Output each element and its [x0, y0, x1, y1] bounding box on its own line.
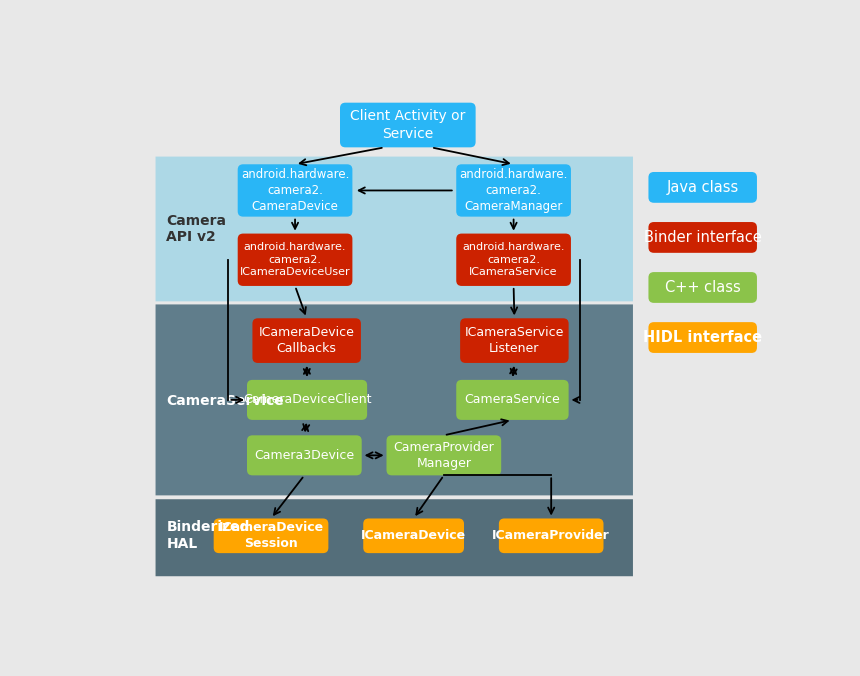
Text: ICameraProvider: ICameraProvider — [492, 529, 610, 542]
FancyBboxPatch shape — [156, 500, 633, 576]
FancyBboxPatch shape — [253, 318, 361, 363]
Text: HIDL interface: HIDL interface — [643, 330, 762, 345]
FancyBboxPatch shape — [460, 318, 568, 363]
FancyBboxPatch shape — [648, 222, 757, 253]
FancyBboxPatch shape — [156, 157, 633, 301]
FancyBboxPatch shape — [156, 304, 633, 496]
Text: android.hardware.
camera2.
ICameraDeviceUser: android.hardware. camera2. ICameraDevice… — [240, 243, 350, 277]
Text: android.hardware.
camera2.
CameraDevice: android.hardware. camera2. CameraDevice — [241, 168, 349, 213]
FancyBboxPatch shape — [457, 234, 571, 286]
FancyBboxPatch shape — [247, 380, 367, 420]
Text: Client Activity or
Service: Client Activity or Service — [350, 110, 465, 141]
Text: Camera
API v2: Camera API v2 — [166, 214, 226, 244]
FancyBboxPatch shape — [237, 164, 353, 216]
Text: Camera3Device: Camera3Device — [255, 449, 354, 462]
FancyBboxPatch shape — [213, 518, 329, 553]
Text: Java class: Java class — [666, 180, 739, 195]
Text: CameraProvider
Manager: CameraProvider Manager — [394, 441, 494, 470]
FancyBboxPatch shape — [386, 435, 501, 475]
FancyBboxPatch shape — [499, 518, 604, 553]
Text: android.hardware.
camera2.
ICameraService: android.hardware. camera2. ICameraServic… — [463, 243, 565, 277]
FancyBboxPatch shape — [457, 380, 568, 420]
Text: ICameraService
Listener: ICameraService Listener — [464, 326, 564, 355]
Text: CameraDeviceClient: CameraDeviceClient — [243, 393, 372, 406]
FancyBboxPatch shape — [247, 435, 362, 475]
FancyBboxPatch shape — [363, 518, 464, 553]
Text: ICameraDevice: ICameraDevice — [361, 529, 466, 542]
Text: C++ class: C++ class — [665, 280, 740, 295]
Text: ICameraDevice
Session: ICameraDevice Session — [218, 521, 323, 550]
FancyBboxPatch shape — [457, 164, 571, 216]
Text: android.hardware.
camera2.
CameraManager: android.hardware. camera2. CameraManager — [459, 168, 568, 213]
FancyBboxPatch shape — [648, 322, 757, 353]
FancyBboxPatch shape — [237, 234, 353, 286]
Text: Binder interface: Binder interface — [644, 230, 762, 245]
Text: CameraService: CameraService — [464, 393, 561, 406]
FancyBboxPatch shape — [648, 272, 757, 303]
FancyBboxPatch shape — [648, 172, 757, 203]
Text: Binderized
HAL: Binderized HAL — [166, 521, 249, 550]
Text: ICameraDevice
Callbacks: ICameraDevice Callbacks — [259, 326, 354, 355]
Text: CameraService: CameraService — [166, 393, 284, 408]
FancyBboxPatch shape — [340, 103, 476, 147]
